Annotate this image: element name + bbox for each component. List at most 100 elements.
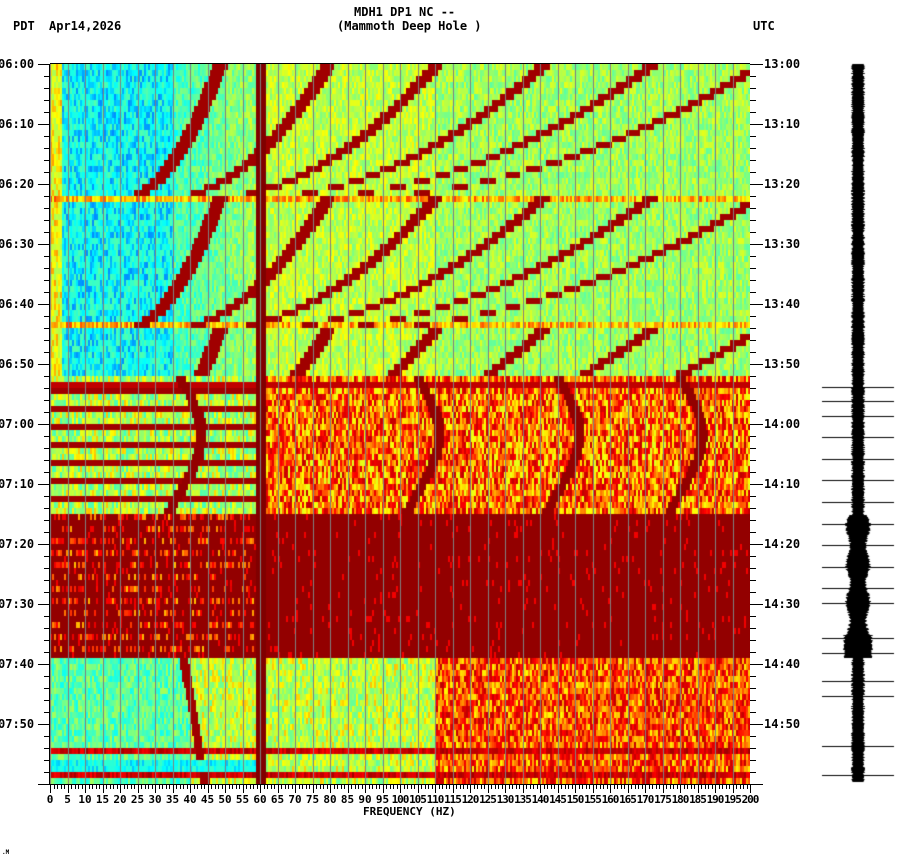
bottom-tick (474, 784, 475, 789)
station-name: (Mammoth Deep Hole ) (337, 19, 482, 33)
right-tick (750, 508, 756, 509)
left-tick-label: 07:40 (0, 657, 35, 671)
right-tick (750, 424, 763, 425)
footer-mark: .M (2, 849, 10, 856)
bottom-tick (159, 784, 160, 789)
right-tick (750, 256, 756, 257)
bottom-tick (628, 784, 629, 793)
left-tick (38, 604, 50, 605)
bottom-tick (523, 784, 524, 793)
bottom-tick (285, 784, 286, 789)
bottom-tick (232, 784, 233, 789)
bottom-tick (593, 784, 594, 793)
left-tick (38, 724, 50, 725)
right-tick (750, 712, 756, 713)
bottom-tick (624, 784, 625, 789)
bottom-tick (554, 784, 555, 789)
bottom-tick (64, 784, 65, 789)
right-tick (750, 568, 756, 569)
bottom-tick (117, 784, 118, 789)
bottom-tick (743, 784, 744, 789)
left-tick (44, 760, 50, 761)
bottom-tick (134, 784, 135, 789)
left-tick (44, 616, 50, 617)
left-tick (44, 280, 50, 281)
bottom-tick (131, 784, 132, 789)
left-timezone-label: PDT (13, 19, 35, 33)
bottom-tick (470, 784, 471, 793)
frequency-tick-label: 0 (46, 793, 54, 806)
bottom-tick (141, 784, 142, 789)
bottom-tick (673, 784, 674, 789)
bottom-tick (428, 784, 429, 789)
bottom-tick (519, 784, 520, 789)
bottom-tick (362, 784, 363, 789)
bottom-tick (484, 784, 485, 789)
bottom-tick (250, 784, 251, 789)
bottom-tick (376, 784, 377, 789)
left-tick (44, 676, 50, 677)
bottom-tick (89, 784, 90, 789)
bottom-tick (320, 784, 321, 789)
bottom-tick (124, 784, 125, 789)
bottom-tick (537, 784, 538, 789)
bottom-tick (589, 784, 590, 789)
bottom-tick (414, 784, 415, 789)
right-tick (750, 436, 756, 437)
bottom-tick (292, 784, 293, 789)
bottom-tick (477, 784, 478, 789)
frequency-tick-label: 25 (130, 793, 145, 806)
bottom-tick (211, 784, 212, 789)
right-tick (750, 628, 756, 629)
right-tick (750, 760, 756, 761)
left-tick-label: 06:20 (0, 177, 35, 191)
left-tick (44, 748, 50, 749)
bottom-tick (194, 784, 195, 789)
right-tick (750, 412, 756, 413)
bottom-tick (306, 784, 307, 789)
bottom-tick (379, 784, 380, 789)
bottom-tick (722, 784, 723, 789)
right-tick-label: 14:30 (764, 597, 801, 611)
station-line: MDH1 DP1 NC -- (354, 5, 456, 19)
left-tick (38, 664, 50, 665)
right-tick-label: 14:20 (764, 537, 801, 551)
bottom-tick (267, 784, 268, 789)
bottom-tick (288, 784, 289, 789)
bottom-tick (57, 784, 58, 789)
right-tick (750, 112, 756, 113)
bottom-tick (582, 784, 583, 789)
bottom-tick (313, 784, 314, 793)
bottom-tick (404, 784, 405, 789)
bottom-tick (260, 784, 261, 793)
left-tick (44, 640, 50, 641)
right-tick (750, 640, 756, 641)
bottom-tick (162, 784, 163, 789)
frequency-tick-label: 135 (514, 793, 532, 806)
bottom-tick (509, 784, 510, 789)
left-tick (44, 412, 50, 413)
bottom-tick (463, 784, 464, 789)
date-label: Apr14,2026 (49, 19, 122, 33)
left-tick (44, 256, 50, 257)
left-tick (44, 136, 50, 137)
right-tick (750, 340, 756, 341)
bottom-tick (677, 784, 678, 789)
frequency-tick-label: 145 (549, 793, 567, 806)
left-tick (38, 64, 50, 65)
bottom-tick (481, 784, 482, 789)
frequency-tick-label: 100 (391, 793, 410, 806)
right-tick (750, 448, 756, 449)
right-tick (750, 616, 756, 617)
left-tick (44, 352, 50, 353)
bottom-tick (456, 784, 457, 789)
bottom-tick (390, 784, 391, 789)
bottom-tick (173, 784, 174, 793)
left-tick (44, 628, 50, 629)
bottom-tick (586, 784, 587, 789)
bottom-tick (488, 784, 489, 793)
left-tick (44, 172, 50, 173)
left-tick-label: 06:50 (0, 357, 35, 371)
bottom-tick (50, 784, 51, 793)
bottom-tick (344, 784, 345, 789)
